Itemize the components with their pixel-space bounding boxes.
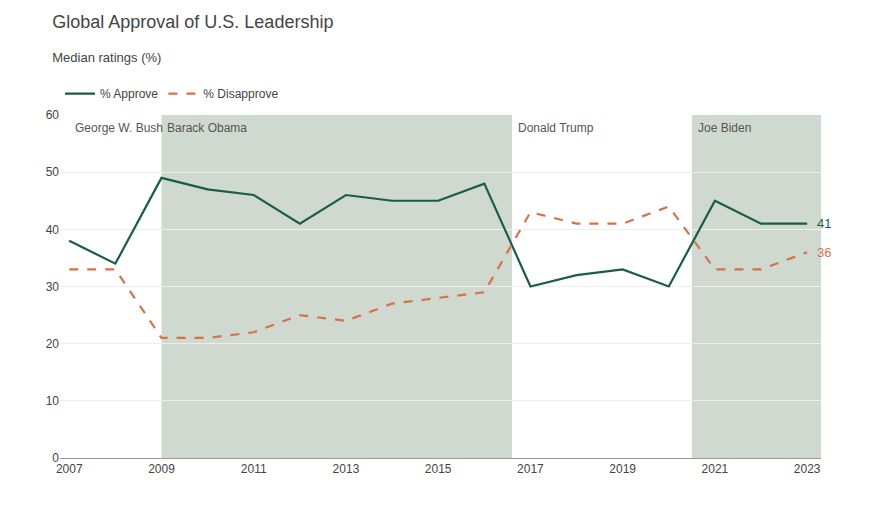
svg-text:% Disapprove: % Disapprove [203,87,278,101]
svg-text:20: 20 [46,337,60,351]
svg-text:40: 40 [46,223,60,237]
svg-text:41: 41 [817,216,831,231]
svg-text:2011: 2011 [241,462,267,476]
svg-text:Joe Biden: Joe Biden [698,121,751,135]
svg-text:50: 50 [46,165,60,179]
svg-text:2009: 2009 [148,462,175,476]
svg-text:2023: 2023 [794,462,821,476]
svg-text:10: 10 [46,394,60,408]
svg-text:2021: 2021 [702,462,729,476]
svg-text:30: 30 [46,280,60,294]
svg-text:% Approve: % Approve [100,87,158,101]
svg-text:2007: 2007 [56,462,83,476]
svg-text:Barack Obama: Barack Obama [167,121,247,135]
svg-text:2017: 2017 [517,462,544,476]
svg-text:Global Approval of U.S. Leader: Global Approval of U.S. Leadership [52,12,333,32]
svg-text:George W. Bush: George W. Bush [75,121,163,135]
svg-text:36: 36 [817,245,831,260]
svg-text:Median ratings (%): Median ratings (%) [52,50,161,65]
svg-text:2013: 2013 [333,462,360,476]
svg-text:Donald Trump: Donald Trump [518,121,594,135]
svg-text:2019: 2019 [609,462,636,476]
svg-text:60: 60 [46,108,60,122]
svg-text:0: 0 [52,451,59,465]
svg-text:2015: 2015 [425,462,452,476]
